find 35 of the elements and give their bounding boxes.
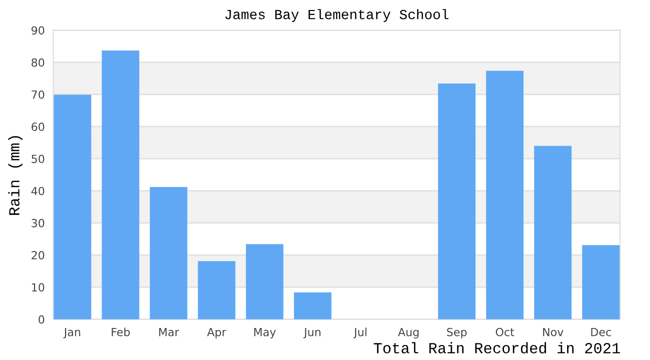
bar xyxy=(486,70,524,320)
bar xyxy=(150,186,188,320)
y-tick-label: 20 xyxy=(32,251,44,260)
y-axis-title: Rain (mm) xyxy=(8,136,22,215)
y-tick-label: 50 xyxy=(32,154,44,164)
y-tick-label: 60 xyxy=(32,122,44,131)
x-tick-label: Dec xyxy=(591,328,611,336)
x-tick-label: Jan xyxy=(63,328,80,338)
x-tick-label: Jun xyxy=(303,328,320,338)
text: Total Rain Recorded in 2021 xyxy=(374,342,620,354)
y-tick-label: 70 xyxy=(32,90,44,99)
x-tick-label: Sep xyxy=(447,328,467,338)
bar xyxy=(54,94,92,320)
y-tick-label: 30 xyxy=(32,218,44,228)
y-tick-label: 0 xyxy=(38,315,44,324)
x-tick-label: Mar xyxy=(159,328,180,336)
y-tick-label: 10 xyxy=(32,283,44,292)
bar xyxy=(246,244,284,320)
x-tick-label: Jul xyxy=(353,328,366,338)
bar xyxy=(198,261,236,320)
x-tick-label: May xyxy=(254,328,276,338)
bar xyxy=(582,245,620,320)
x-tick-label: Feb xyxy=(112,328,130,336)
bar xyxy=(534,146,572,320)
chart-title: James Bay Elementary School xyxy=(225,9,448,22)
bar xyxy=(294,292,332,320)
x-tick-label: Aug xyxy=(398,328,419,338)
x-tick-label: Nov xyxy=(543,328,564,336)
x-tick-label: Apr xyxy=(207,328,226,338)
y-tick-label: 90 xyxy=(32,26,44,35)
y-tick-label: 80 xyxy=(32,58,44,67)
bar xyxy=(102,50,140,320)
y-tick-label: 40 xyxy=(31,186,44,196)
x-tick-label: Oct xyxy=(496,328,514,336)
bar xyxy=(438,84,476,320)
